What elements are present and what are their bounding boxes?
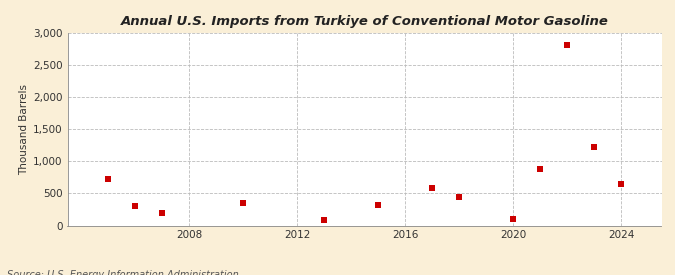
Y-axis label: Thousand Barrels: Thousand Barrels bbox=[19, 84, 29, 175]
Point bbox=[238, 201, 248, 205]
Point bbox=[616, 182, 626, 186]
Point bbox=[427, 185, 437, 190]
Point bbox=[157, 210, 167, 215]
Title: Annual U.S. Imports from Turkiye of Conventional Motor Gasoline: Annual U.S. Imports from Turkiye of Conv… bbox=[121, 15, 608, 28]
Text: Source: U.S. Energy Information Administration: Source: U.S. Energy Information Administ… bbox=[7, 271, 238, 275]
Point bbox=[562, 42, 572, 47]
Point bbox=[319, 218, 329, 222]
Point bbox=[103, 177, 113, 181]
Point bbox=[535, 167, 545, 171]
Point bbox=[508, 217, 518, 221]
Point bbox=[373, 203, 383, 207]
Point bbox=[589, 144, 599, 149]
Point bbox=[454, 195, 464, 199]
Point bbox=[130, 204, 140, 208]
